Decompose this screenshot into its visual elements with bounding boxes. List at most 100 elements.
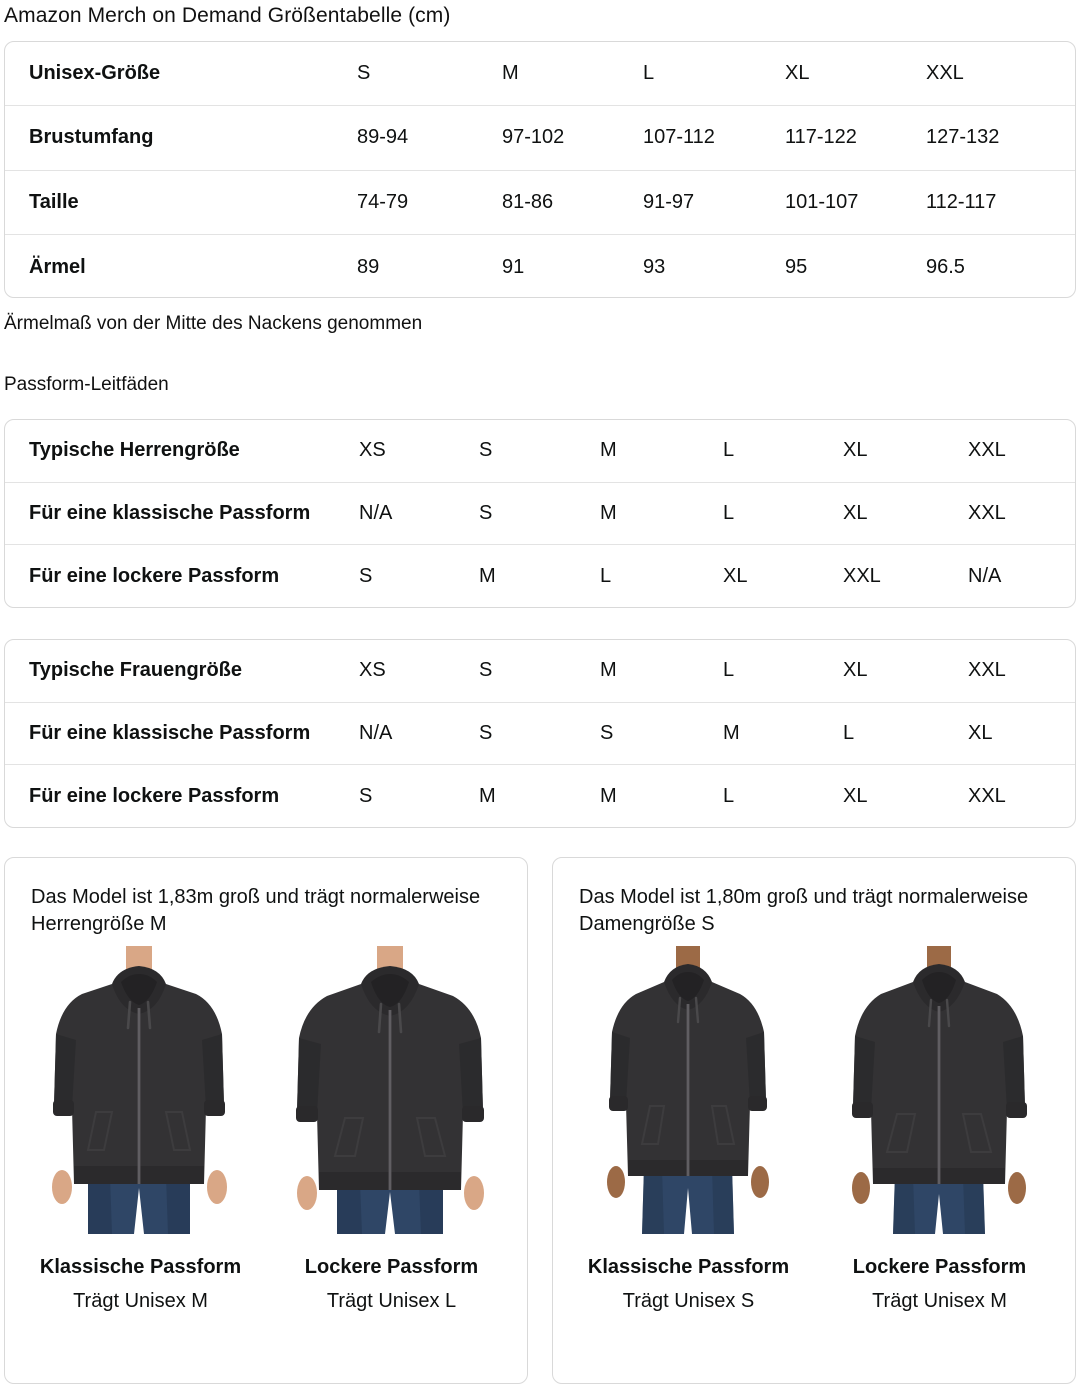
- row-cells: S M L XL XXL N/A: [359, 565, 1075, 588]
- table-cell: N/A: [359, 501, 393, 524]
- fit-subtitle: Trägt Unisex L: [326, 1290, 457, 1312]
- row-cells: 89 91 93 95 96.5: [357, 256, 1075, 279]
- table-cell: M: [600, 659, 617, 682]
- table-row: Unisex-Größe S M L XL XXL: [5, 42, 1075, 107]
- table-cell: 89-94: [357, 126, 409, 149]
- row-cells: 74-79 81-86 91-97 101-107 112-117: [357, 191, 1075, 214]
- table-cell: S: [479, 439, 493, 462]
- table-cell: 97-102: [502, 126, 565, 149]
- caption-relaxed-fit: Lockere Passform Trägt Unisex L: [266, 1234, 517, 1313]
- table-cell: L: [723, 501, 735, 524]
- female-model-card: Das Model ist 1,80m groß und trägt norma…: [552, 857, 1076, 1384]
- table-cell: M: [502, 62, 519, 85]
- table-cell: 101-107: [785, 190, 859, 213]
- male-model-classic-fit-photo: [25, 944, 256, 1234]
- table-cell: XXL: [968, 659, 1006, 682]
- table-cell: XXL: [926, 62, 964, 85]
- fit-title: Lockere Passform: [304, 1256, 479, 1278]
- table-cell: L: [643, 62, 655, 85]
- table-row: Für eine klassische Passform N/A S M L X…: [5, 483, 1075, 545]
- row-label: Brustumfang: [29, 126, 154, 149]
- table-cell: 112-117: [926, 190, 997, 213]
- table-cell: 89: [357, 255, 380, 278]
- table-cell: XL: [843, 501, 868, 524]
- caption-classic-fit: Klassische Passform Trägt Unisex M: [15, 1234, 266, 1313]
- unisex-size-table: Unisex-Größe S M L XL XXL Brustumfang 89…: [4, 41, 1076, 298]
- row-label: Taille: [29, 190, 79, 213]
- table-cell: N/A: [359, 721, 393, 744]
- table-cell: M: [600, 439, 617, 462]
- table-cell: XXL: [968, 439, 1006, 462]
- table-cell: M: [600, 501, 617, 524]
- table-cell: S: [479, 501, 493, 524]
- mens-fit-table: Typische Herrengröße XS S M L XL XXL Für…: [4, 419, 1076, 608]
- table-cell: L: [843, 721, 855, 744]
- table-cell: 81-86: [502, 190, 554, 213]
- table-cell: XXL: [843, 564, 881, 587]
- table-row: Für eine klassische Passform N/A S S M L…: [5, 703, 1075, 765]
- fit-subtitle: Trägt Unisex M: [73, 1290, 208, 1312]
- table-cell: M: [723, 721, 740, 744]
- row-cells: N/A S M L XL XXL: [359, 502, 1075, 525]
- female-model-headline: Das Model ist 1,80m groß und trägt norma…: [579, 886, 1029, 935]
- table-cell: XL: [785, 62, 810, 85]
- table-cell: L: [723, 659, 735, 682]
- table-cell: 91: [502, 255, 525, 278]
- table-cell: XL: [843, 659, 868, 682]
- fit-title: Lockere Passform: [852, 1256, 1027, 1278]
- male-model-relaxed-fit: [266, 944, 517, 1234]
- table-cell: 96.5: [926, 255, 965, 278]
- table-cell: XL: [843, 784, 868, 807]
- table-cell: XL: [968, 721, 993, 744]
- table-cell: XS: [359, 439, 386, 462]
- male-model-classic-fit: [15, 944, 266, 1234]
- table-cell: S: [359, 784, 373, 807]
- fit-guides-heading: Passform-Leitfäden: [4, 374, 169, 395]
- male-model-figures: [5, 944, 527, 1234]
- row-label: Typische Frauengröße: [29, 659, 243, 682]
- table-cell: XL: [843, 439, 868, 462]
- female-model-figures: [553, 944, 1075, 1234]
- table-cell: XS: [359, 659, 386, 682]
- table-cell: S: [479, 659, 493, 682]
- female-model-relaxed-fit-photo: [824, 944, 1055, 1234]
- row-cells: S M L XL XXL: [357, 62, 1075, 85]
- table-cell: M: [479, 564, 496, 587]
- table-row: Typische Herrengröße XS S M L XL XXL: [5, 420, 1075, 483]
- male-model-headline: Das Model ist 1,83m groß und trägt norma…: [31, 886, 481, 935]
- fit-title: Klassische Passform: [39, 1256, 242, 1278]
- table-row: Taille 74-79 81-86 91-97 101-107 112-117: [5, 171, 1075, 235]
- female-model-relaxed-fit: [814, 944, 1065, 1234]
- male-model-card: Das Model ist 1,83m groß und trägt norma…: [4, 857, 528, 1384]
- table-row: Brustumfang 89-94 97-102 107-112 117-122…: [5, 106, 1075, 171]
- table-cell: L: [723, 439, 735, 462]
- caption-classic-fit: Klassische Passform Trägt Unisex S: [563, 1234, 814, 1313]
- row-label: Für eine lockere Passform: [29, 564, 280, 587]
- table-cell: 95: [785, 255, 808, 278]
- table-cell: 117-122: [785, 126, 857, 149]
- female-model-captions: Klassische Passform Trägt Unisex S Locke…: [553, 1234, 1075, 1313]
- page-title: Amazon Merch on Demand Größentabelle (cm…: [4, 4, 451, 27]
- table-cell: 107-112: [643, 126, 715, 149]
- table-cell: 127-132: [926, 126, 1000, 149]
- table-row: Typische Frauengröße XS S M L XL XXL: [5, 640, 1075, 703]
- table-cell: XXL: [968, 784, 1006, 807]
- row-label: Ärmel: [29, 255, 86, 278]
- table-cell: S: [479, 721, 493, 744]
- row-cells: N/A S S M L XL: [359, 722, 1075, 745]
- fit-title: Klassische Passform: [587, 1256, 790, 1278]
- table-cell: XXL: [968, 501, 1006, 524]
- table-cell: M: [600, 784, 617, 807]
- fit-subtitle: Trägt Unisex S: [622, 1290, 755, 1312]
- table-cell: 93: [643, 255, 666, 278]
- womens-fit-table: Typische Frauengröße XS S M L XL XXL Für…: [4, 639, 1076, 828]
- female-model-classic-fit: [563, 944, 814, 1234]
- table-cell: M: [479, 784, 496, 807]
- row-cells: XS S M L XL XXL: [359, 659, 1075, 682]
- table-cell: 74-79: [357, 190, 409, 213]
- table-cell: S: [600, 721, 614, 744]
- table-cell: N/A: [968, 564, 1002, 587]
- table-row: Ärmel 89 91 93 95 96.5: [5, 235, 1075, 297]
- row-label: Unisex-Größe: [29, 62, 161, 85]
- fit-subtitle: Trägt Unisex M: [872, 1290, 1007, 1312]
